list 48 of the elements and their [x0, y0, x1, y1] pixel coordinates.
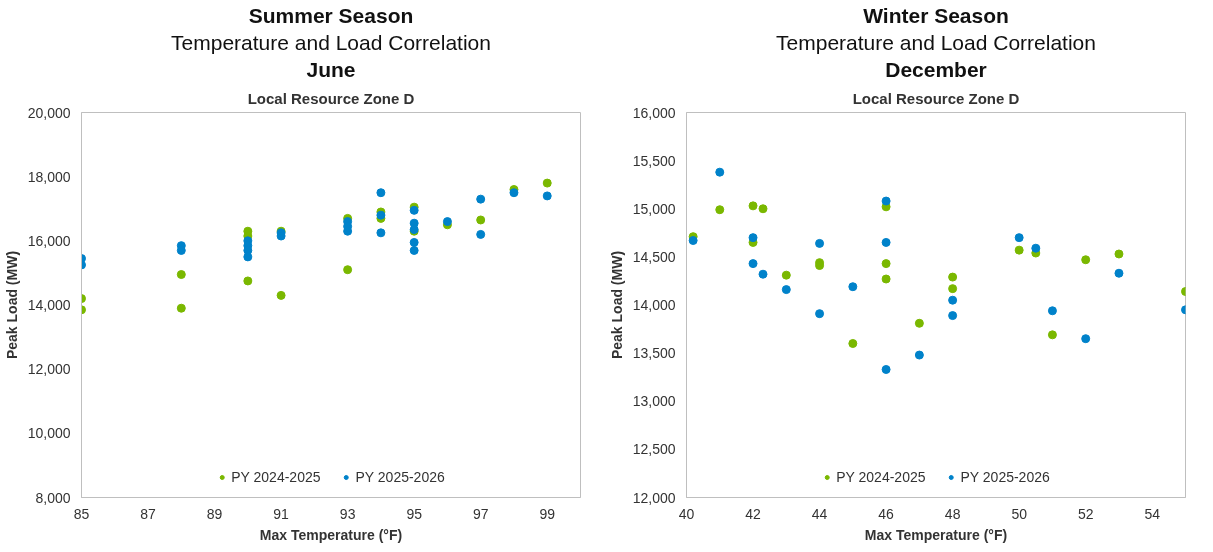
- x-tick-label: 50: [1011, 505, 1028, 522]
- y-tick-label: 12,500: [632, 441, 676, 458]
- x-tick-label: 42: [745, 505, 762, 522]
- x-tick-label: 91: [273, 505, 290, 522]
- y-tick-label: 15,000: [632, 200, 676, 217]
- x-tick-label: 95: [406, 505, 423, 522]
- x-tick-label: 93: [339, 505, 356, 522]
- y-axis-title: Peak Load (MW): [608, 250, 625, 360]
- y-tick-label: 13,500: [632, 345, 676, 362]
- x-axis-title: Max Temperature (°F): [864, 526, 1008, 543]
- x-tick-label: 97: [472, 505, 489, 522]
- y-axis-title: Peak Load (MW): [3, 250, 20, 360]
- chart-subtitle: Temperature and Load Correlation: [171, 30, 491, 54]
- x-tick-label: 44: [811, 505, 828, 522]
- chart-title: Summer Season: [248, 3, 414, 27]
- y-tick-label: 20,000: [27, 104, 71, 121]
- x-tick-label: 99: [539, 505, 556, 522]
- y-tick-label: 14,000: [27, 297, 71, 313]
- y-tick-label: 18,000: [27, 168, 71, 185]
- legend-label: PY 2024-2025: [231, 469, 321, 485]
- y-tick-label: 10,000: [27, 425, 71, 442]
- legend-label: PY 2025-2026: [355, 469, 445, 485]
- text: June: [306, 57, 356, 81]
- legend-label: PY 2025-2026: [960, 469, 1050, 485]
- x-tick-label: 89: [206, 505, 223, 522]
- y-tick-label: 16,000: [27, 232, 71, 249]
- x-axis-title: Max Temperature (°F): [259, 526, 403, 543]
- text: Local Resource Zone D: [852, 89, 1020, 107]
- text: Local Resource Zone D: [247, 89, 415, 107]
- y-tick-label: 8,000: [35, 489, 71, 506]
- y-tick-label: 12,000: [632, 489, 676, 506]
- chart-subtitle: Temperature and Load Correlation: [776, 30, 1096, 54]
- y-tick-label: 16,000: [632, 104, 676, 121]
- x-tick-label: 48: [944, 505, 961, 522]
- y-tick-label: 15,500: [632, 152, 676, 169]
- x-tick-label: 85: [73, 505, 90, 522]
- y-tick-label: 14,500: [632, 248, 676, 265]
- chart-title: Winter Season: [863, 3, 1009, 27]
- x-tick-label: 46: [878, 505, 895, 522]
- y-tick-label: 12,000: [27, 361, 71, 378]
- x-tick-label: 40: [678, 505, 695, 522]
- y-tick-label: 14,000: [632, 297, 676, 313]
- y-tick-label: 13,000: [632, 393, 676, 410]
- x-tick-label: 87: [140, 505, 157, 522]
- x-tick-label: 52: [1077, 505, 1094, 522]
- x-tick-label: 54: [1144, 505, 1161, 522]
- text: December: [885, 57, 987, 81]
- legend-label: PY 2024-2025: [836, 469, 926, 485]
